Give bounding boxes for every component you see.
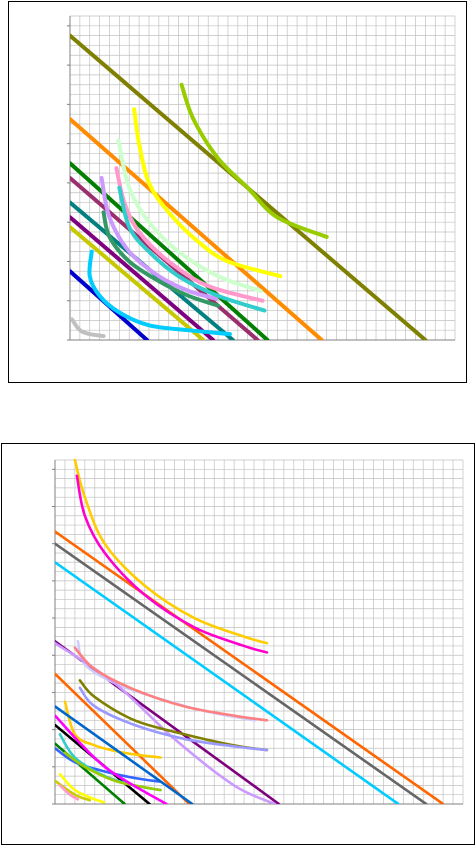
series-line-11	[116, 138, 263, 293]
series-line-17	[70, 317, 106, 339]
series-line-23	[55, 705, 194, 804]
series-line-14	[78, 686, 269, 752]
series-line-22	[55, 714, 168, 804]
series-line-9	[75, 474, 269, 654]
series-group	[70, 33, 428, 340]
series-line-19	[58, 772, 106, 804]
series-line-1	[55, 530, 445, 804]
series-line-4	[55, 672, 191, 804]
series-line-16	[87, 249, 232, 337]
series-line-6	[70, 215, 216, 340]
series-line-14	[117, 185, 267, 313]
series-line-7	[70, 225, 206, 340]
series-line-2	[55, 542, 428, 804]
chart-2	[52, 458, 464, 805]
series-line-18	[63, 751, 162, 792]
series-line-3	[55, 560, 400, 804]
series-line-15	[101, 210, 221, 308]
series-line-15	[63, 700, 162, 759]
series-line-13	[99, 176, 219, 301]
series-line-8	[73, 458, 269, 645]
series-line-12	[73, 646, 269, 722]
series-line-2	[70, 117, 324, 340]
plot-area	[55, 460, 463, 804]
series-line-16	[55, 746, 162, 783]
chart-1	[67, 15, 456, 341]
series-group	[55, 458, 445, 804]
series-line-20	[55, 779, 92, 802]
series-line-9	[179, 82, 329, 239]
series-line-21	[58, 784, 80, 801]
series-line-10	[132, 107, 283, 279]
